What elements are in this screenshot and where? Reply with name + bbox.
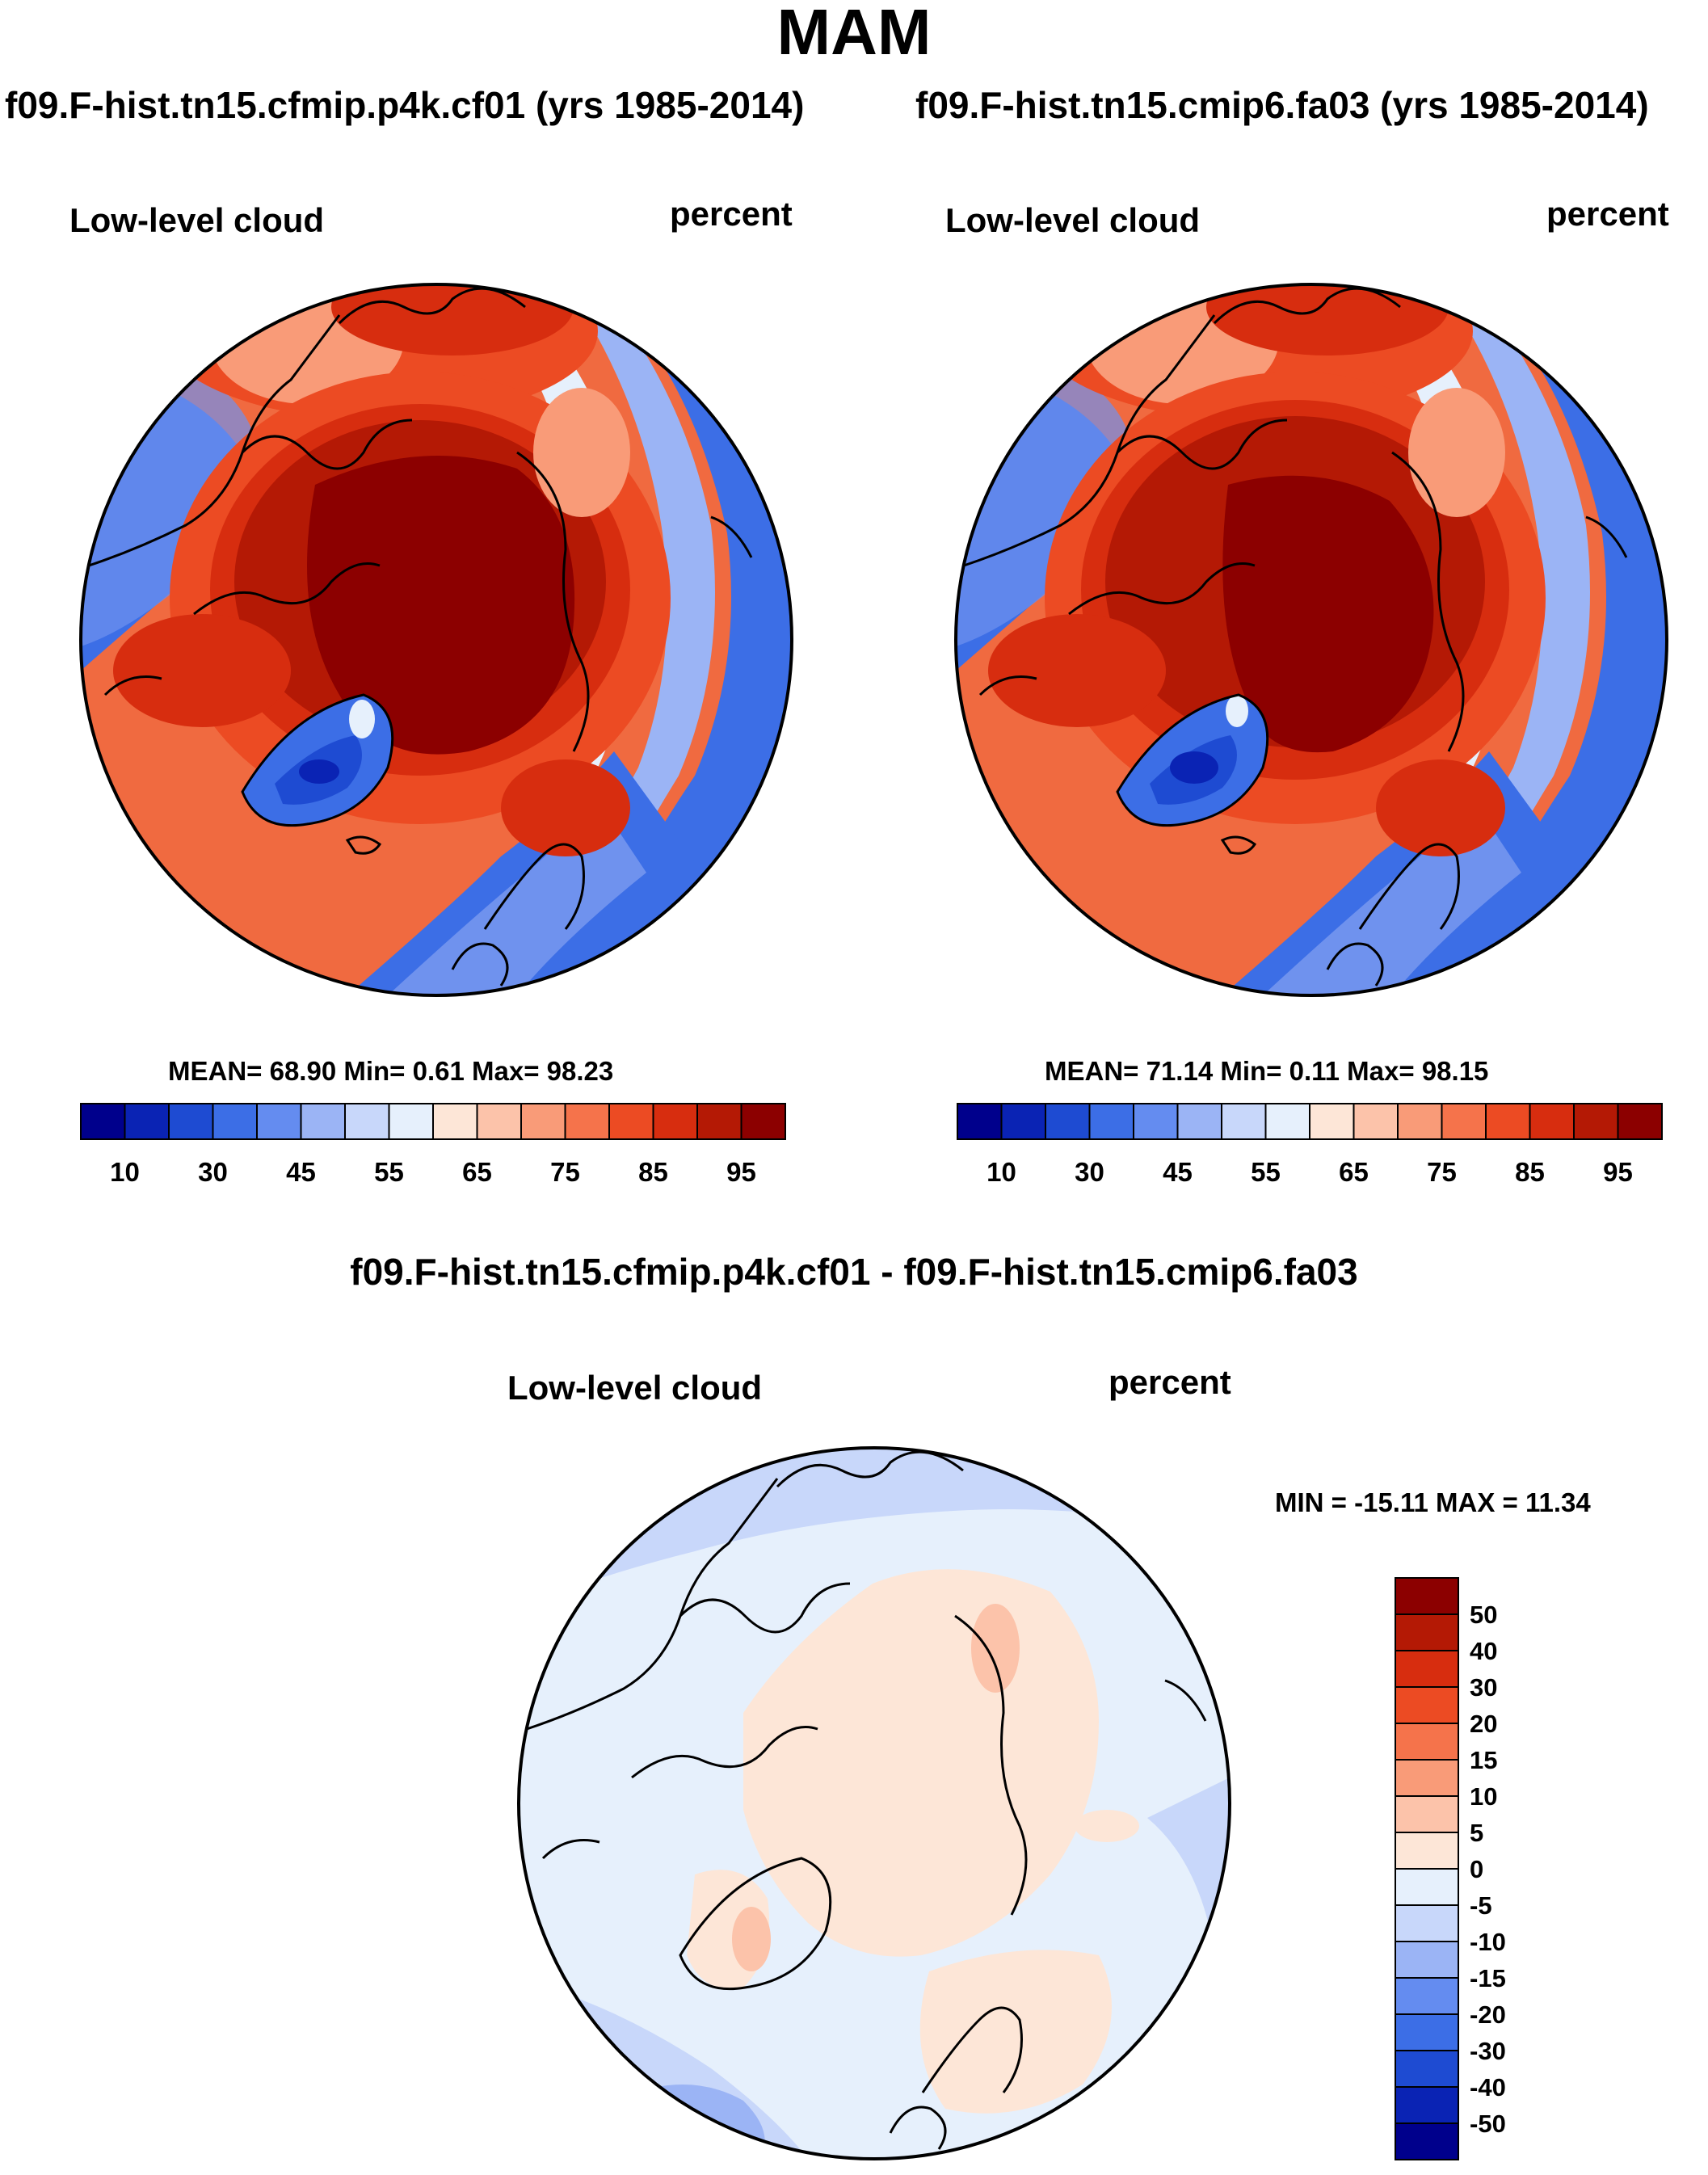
colorbar-swatch bbox=[696, 1103, 743, 1140]
colorbar-tick-label: 45 bbox=[286, 1157, 316, 1187]
panel3-variable-label: Low-level cloud bbox=[507, 1369, 763, 1407]
colorbar-swatch bbox=[1221, 1103, 1267, 1140]
difference-title: f09.F-hist.tn15.cfmip.p4k.cf01 - f09.F-h… bbox=[350, 1251, 1358, 1293]
colorbar-tick-label: 85 bbox=[1515, 1157, 1545, 1187]
colorbar-tick-label: 0 bbox=[1470, 1855, 1483, 1883]
colorbar-tick-label: -20 bbox=[1470, 2000, 1506, 2029]
colorbar-swatch bbox=[1441, 1103, 1487, 1140]
colorbar-swatch bbox=[124, 1103, 170, 1140]
colorbar-swatch bbox=[1264, 1103, 1310, 1140]
colorbar-swatch bbox=[1395, 1868, 1459, 1906]
panel2-case-title: f09.F-hist.tn15.cmip6.fa03 (yrs 1985-201… bbox=[915, 84, 1649, 126]
map1 bbox=[79, 283, 793, 997]
colorbar-swatch bbox=[1395, 2050, 1459, 2088]
colorbar-tick-label: 65 bbox=[1339, 1157, 1369, 1187]
panel2-units-label: percent bbox=[1546, 195, 1669, 233]
colorbar-swatch bbox=[1617, 1103, 1663, 1140]
colorbar-swatch bbox=[564, 1103, 610, 1140]
panel3-units-label: percent bbox=[1109, 1363, 1231, 1401]
colorbar-tick-label: -50 bbox=[1470, 2110, 1506, 2138]
colorbar-swatch bbox=[1309, 1103, 1355, 1140]
colorbar-swatch bbox=[1133, 1103, 1179, 1140]
panel1-case-title: f09.F-hist.tn15.cfmip.p4k.cf01 (yrs 1985… bbox=[5, 84, 805, 126]
colorbar-tick-label: 95 bbox=[1603, 1157, 1633, 1187]
colorbar-tick-label: 30 bbox=[1075, 1157, 1104, 1187]
colorbar-tick-label: 85 bbox=[638, 1157, 668, 1187]
colorbar-swatch bbox=[1395, 1904, 1459, 1942]
panel1-variable-label: Low-level cloud bbox=[69, 201, 325, 239]
colorbar-swatch bbox=[1176, 1103, 1222, 1140]
colorbar-swatch bbox=[1395, 2013, 1459, 2051]
colorbar-tick-label: 50 bbox=[1470, 1601, 1497, 1629]
colorbar-swatch bbox=[476, 1103, 522, 1140]
colorbar-swatch bbox=[256, 1103, 302, 1140]
colorbar-swatch bbox=[80, 1103, 126, 1140]
colorbar-swatch bbox=[1395, 2122, 1459, 2160]
colorbar-swatch bbox=[740, 1103, 786, 1140]
panel2-variable-label: Low-level cloud bbox=[945, 201, 1201, 239]
colorbar-swatch bbox=[300, 1103, 346, 1140]
colorbar-swatch bbox=[520, 1103, 566, 1140]
colorbar-tick-label: -10 bbox=[1470, 1928, 1506, 1956]
colorbar-tick-label: 30 bbox=[198, 1157, 228, 1187]
colorbar-swatch bbox=[1395, 1686, 1459, 1724]
colorbar-swatch bbox=[652, 1103, 698, 1140]
colorbar-swatch bbox=[1395, 1613, 1459, 1651]
colorbar-swatch bbox=[432, 1103, 478, 1140]
colorbar-swatch bbox=[1395, 1832, 1459, 1870]
colorbar-tick-label: 10 bbox=[110, 1157, 140, 1187]
colorbar-swatch bbox=[388, 1103, 434, 1140]
colorbar-swatch bbox=[1395, 1759, 1459, 1797]
colorbar-tick-label: 10 bbox=[987, 1157, 1016, 1187]
colorbar-tick-label: 75 bbox=[1427, 1157, 1457, 1187]
panel1-units-label: percent bbox=[670, 195, 793, 233]
colorbar-swatch bbox=[168, 1103, 214, 1140]
colorbar-swatch bbox=[1395, 2086, 1459, 2124]
colorbar-swatch bbox=[1573, 1103, 1619, 1140]
colorbar-swatch bbox=[1397, 1103, 1443, 1140]
colorbar-swatch bbox=[344, 1103, 390, 1140]
colorbar-tick-label: 75 bbox=[550, 1157, 580, 1187]
colorbar-swatch bbox=[1000, 1103, 1046, 1140]
colorbar-panel1: 10 30 45 55 65 75 85 95 bbox=[80, 1103, 786, 1187]
colorbar-tick-label: 45 bbox=[1163, 1157, 1193, 1187]
colorbar-tick-label: 5 bbox=[1470, 1819, 1483, 1847]
colorbar-tick-label: 30 bbox=[1470, 1673, 1497, 1702]
figure-title: MAM bbox=[776, 0, 932, 68]
colorbar-tick-label: -5 bbox=[1470, 1891, 1492, 1920]
colorbar-swatch bbox=[1395, 1723, 1459, 1761]
colorbar-swatch bbox=[1395, 1977, 1459, 2015]
colorbar-tick-label: 65 bbox=[462, 1157, 492, 1187]
colorbar-swatch bbox=[957, 1103, 1003, 1140]
colorbar-panel2: 10 30 45 55 65 75 85 95 bbox=[957, 1103, 1663, 1187]
map2 bbox=[954, 283, 1668, 997]
colorbar-swatch bbox=[1088, 1103, 1134, 1140]
panel1-stats: MEAN= 68.90 Min= 0.61 Max= 98.23 bbox=[168, 1056, 614, 1086]
colorbar-swatch bbox=[1395, 1941, 1459, 1979]
colorbar-swatch bbox=[608, 1103, 654, 1140]
colorbar-tick-label: 95 bbox=[726, 1157, 756, 1187]
colorbar-swatch bbox=[212, 1103, 258, 1140]
colorbar-tick-label: 15 bbox=[1470, 1746, 1497, 1774]
colorbar-swatch bbox=[1045, 1103, 1091, 1140]
colorbar-tick-label: -40 bbox=[1470, 2073, 1506, 2101]
colorbar-swatch bbox=[1485, 1103, 1531, 1140]
colorbar-tick-label: 40 bbox=[1470, 1637, 1497, 1665]
colorbar-swatch bbox=[1395, 1795, 1459, 1833]
colorbar-swatch bbox=[1395, 1577, 1459, 1615]
panel3-stats: MIN = -15.11 MAX = 11.34 bbox=[1275, 1487, 1591, 1517]
colorbar-swatch bbox=[1353, 1103, 1399, 1140]
colorbar-tick-label: -15 bbox=[1470, 1964, 1506, 1992]
colorbar-tick-label: 55 bbox=[374, 1157, 404, 1187]
colorbar-tick-label: -30 bbox=[1470, 2037, 1506, 2065]
panel2-stats: MEAN= 71.14 Min= 0.11 Max= 98.15 bbox=[1045, 1056, 1489, 1086]
colorbar-swatch bbox=[1395, 1650, 1459, 1688]
colorbar-tick-label: 10 bbox=[1470, 1782, 1497, 1811]
colorbar-tick-label: 20 bbox=[1470, 1710, 1497, 1738]
colorbar-tick-label: 55 bbox=[1251, 1157, 1281, 1187]
map3-difference bbox=[517, 1446, 1231, 2160]
colorbar-swatch bbox=[1529, 1103, 1575, 1140]
